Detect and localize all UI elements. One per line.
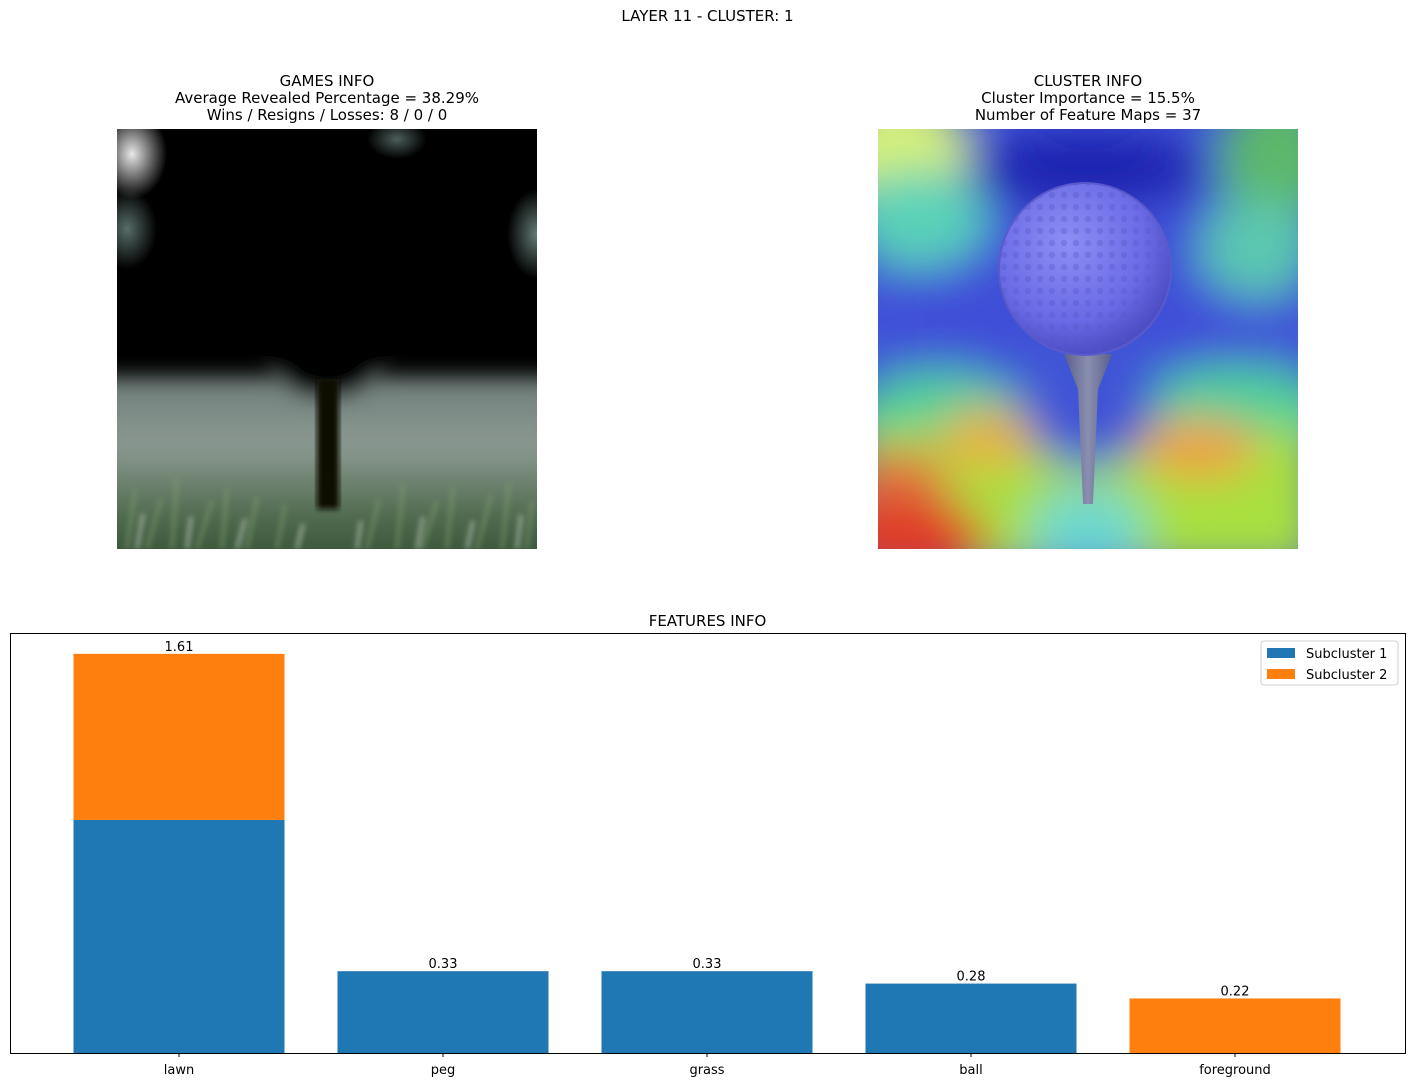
x-tick-label-lawn: lawn: [164, 1063, 194, 1078]
plot-frame: [10, 633, 1406, 1054]
legend-label-subcluster-1: Subcluster 1: [1306, 647, 1387, 662]
x-tick-label-ball: ball: [959, 1063, 982, 1078]
bar-foreground-subcluster-2: [1129, 998, 1341, 1053]
bar-value-label-lawn: 1.61: [165, 640, 194, 655]
cluster-importance: Cluster Importance = 15.5%: [981, 89, 1195, 107]
cluster-info-heading: CLUSTER INFO: [1033, 72, 1143, 90]
bar-lawn-subcluster-2: [73, 653, 285, 820]
x-tick-label-foreground: foreground: [1199, 1063, 1271, 1078]
bar-value-label-peg: 0.33: [429, 957, 458, 972]
legend: Subcluster 1 Subcluster 2: [1260, 640, 1399, 686]
cluster-heatmap-image: [878, 129, 1298, 549]
bar-ball-subcluster-1: [865, 983, 1077, 1053]
legend-box: [1260, 640, 1399, 686]
bar-grass-subcluster-1: [601, 971, 813, 1053]
number-of-feature-maps: Number of Feature Maps = 37: [974, 106, 1202, 124]
bars-group: [73, 653, 1341, 1053]
legend-label-subcluster-2: Subcluster 2: [1306, 668, 1387, 683]
cluster-info-title: CLUSTER INFO Cluster Importance = 15.5% …: [878, 73, 1298, 124]
bar-value-label-grass: 0.33: [693, 957, 722, 972]
bar-value-label-ball: 0.28: [957, 970, 986, 985]
figure-suptitle: LAYER 11 - CLUSTER: 1: [621, 7, 794, 25]
legend-swatch-subcluster-1: [1267, 648, 1295, 658]
bar-value-label-foreground: 0.22: [1221, 984, 1250, 999]
legend-swatch-subcluster-2: [1267, 669, 1295, 679]
x-axis-ticks: lawn peg grass ball foreground: [164, 1053, 1271, 1078]
bar-peg-subcluster-1: [337, 971, 549, 1053]
chart-title: FEATURES INFO: [648, 612, 767, 630]
games-info-heading: GAMES INFO: [279, 72, 375, 90]
bar-value-labels: 1.61 0.33 0.33 0.28 0.22: [165, 640, 1250, 1000]
x-tick-label-grass: grass: [689, 1063, 724, 1078]
average-revealed-percentage: Average Revealed Percentage = 38.29%: [174, 89, 479, 107]
masked-golf-image: [117, 129, 537, 549]
bar-lawn-subcluster-1: [73, 819, 285, 1053]
wins-resigns-losses: Wins / Resigns / Losses: 8 / 0 / 0: [206, 106, 448, 124]
x-tick-label-peg: peg: [431, 1063, 456, 1078]
games-info-title: GAMES INFO Average Revealed Percentage =…: [117, 73, 537, 124]
